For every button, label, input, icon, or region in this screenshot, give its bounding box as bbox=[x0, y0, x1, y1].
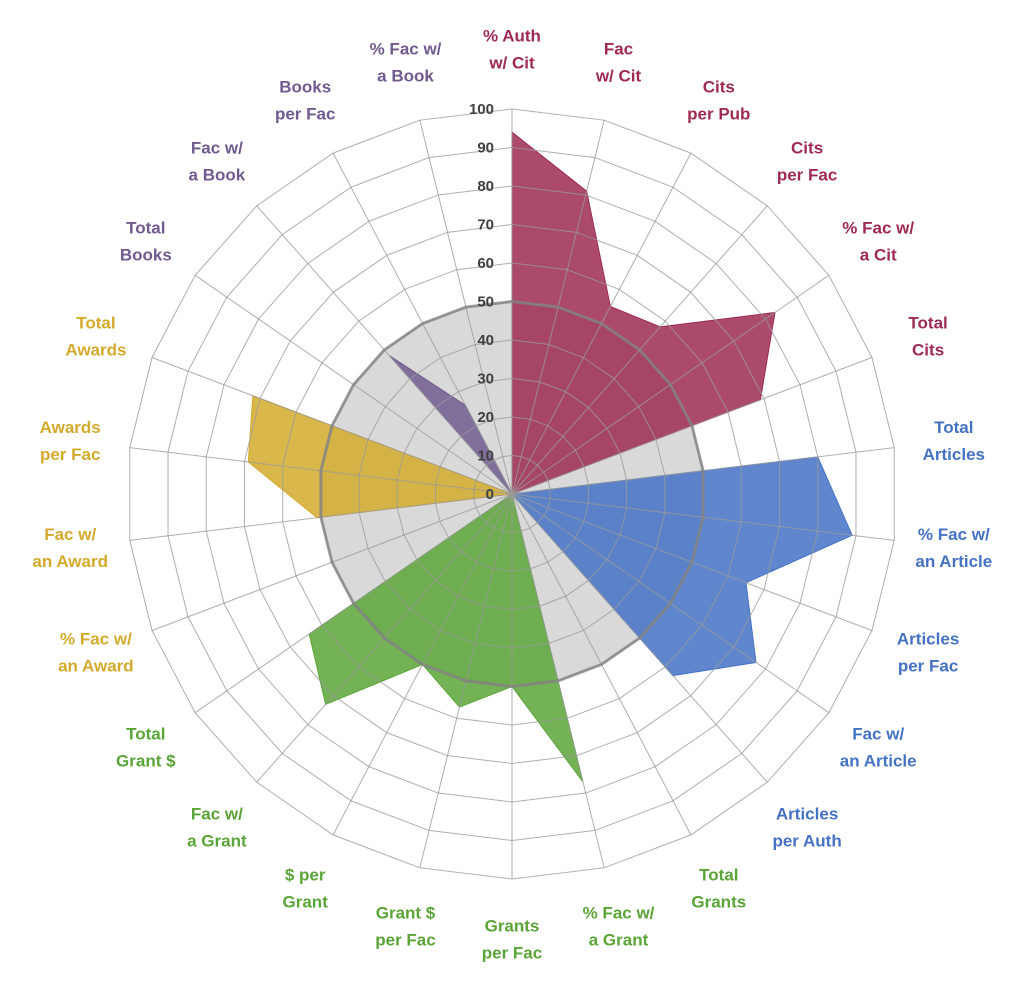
tick-layer: 0 10 20 30 40 50 60 70 80 90 100 bbox=[469, 101, 494, 503]
category-label-line: $ per bbox=[285, 866, 326, 885]
category-label-line: Total bbox=[908, 314, 947, 333]
category-label: Fac w/a Book bbox=[189, 138, 246, 184]
category-label: Total Grant $ bbox=[116, 724, 176, 770]
tick-label: 90 bbox=[477, 140, 494, 157]
category-label: Fac w/a Grant bbox=[187, 805, 247, 851]
category-label-line: a Book bbox=[377, 66, 434, 85]
category-label: Fac w/an Award bbox=[32, 525, 108, 571]
category-label-line: % Fac w/ bbox=[842, 219, 914, 238]
category-label: Articles per Auth bbox=[772, 805, 841, 851]
category-label: Grants per Fac bbox=[482, 917, 542, 963]
category-label: Awards per Fac bbox=[40, 418, 101, 464]
tick-label: 40 bbox=[477, 332, 494, 349]
category-label-line: Total bbox=[934, 418, 973, 437]
category-label-line: per Fac bbox=[40, 445, 100, 464]
category-label: Fac w/an Article bbox=[840, 724, 917, 770]
category-label-line: per Fac bbox=[482, 944, 542, 963]
category-label-line: Cits bbox=[912, 341, 944, 360]
category-label-line: an Award bbox=[58, 656, 134, 675]
category-label-line: an Award bbox=[32, 552, 108, 571]
category-label: Grant $ per Fac bbox=[375, 904, 436, 950]
category-label-line: % Auth bbox=[483, 27, 541, 46]
category-label-line: Articles bbox=[897, 629, 959, 648]
category-label-line: a Grant bbox=[187, 832, 247, 851]
category-label: % Fac w/an Award bbox=[58, 629, 134, 675]
category-label-line: % Fac w/ bbox=[370, 39, 442, 58]
tick-label: 60 bbox=[477, 255, 494, 272]
category-label-line: Total bbox=[126, 724, 165, 743]
category-label-line: Cits bbox=[703, 78, 735, 97]
category-label: Total Cits bbox=[908, 314, 947, 360]
category-label-line: Grants bbox=[485, 917, 540, 936]
category-label-line: an Article bbox=[840, 751, 917, 770]
category-label-line: Grant $ bbox=[116, 751, 176, 770]
category-label-line: a Grant bbox=[589, 931, 649, 950]
category-label-line: w/ Cit bbox=[595, 66, 642, 85]
category-label-line: per Fac bbox=[777, 165, 837, 184]
tick-label: 0 bbox=[486, 486, 494, 503]
category-label-line: Fac w/ bbox=[191, 138, 243, 157]
category-label-line: Articles bbox=[923, 445, 985, 464]
category-label-line: Awards bbox=[40, 418, 101, 437]
category-label-line: % Fac w/ bbox=[918, 525, 990, 544]
category-label-line: a Book bbox=[189, 165, 246, 184]
category-label-line: Grants bbox=[691, 893, 746, 912]
category-label: Total Awards bbox=[65, 314, 126, 360]
category-label-line: % Fac w/ bbox=[583, 904, 655, 923]
tick-label: 20 bbox=[477, 409, 494, 426]
category-label: % Auth w/ Cit bbox=[483, 27, 541, 73]
category-label-line: an Article bbox=[915, 552, 992, 571]
grid-layer bbox=[129, 108, 895, 880]
tick-label: 50 bbox=[477, 294, 494, 311]
series-area-3 bbox=[308, 493, 584, 783]
category-label: Total Articles bbox=[923, 418, 985, 464]
category-label-line: per Fac bbox=[898, 656, 958, 675]
category-label: % Fac w/a Cit bbox=[842, 219, 914, 265]
category-label-line: per Auth bbox=[772, 832, 841, 851]
category-label-line: per Pub bbox=[687, 105, 750, 124]
tick-label: 100 bbox=[469, 101, 494, 118]
category-label-line: Fac w/ bbox=[852, 724, 904, 743]
category-label-line: per Fac bbox=[275, 105, 335, 124]
category-label-line: Cits bbox=[791, 138, 823, 157]
tick-label: 10 bbox=[477, 448, 494, 465]
series-area-1 bbox=[511, 131, 776, 495]
category-label-line: Total bbox=[76, 314, 115, 333]
category-label: Articles per Fac bbox=[897, 629, 959, 675]
category-label-line: Fac w/ bbox=[44, 525, 96, 544]
tick-label: 30 bbox=[477, 371, 494, 388]
category-label: $ per Grant bbox=[283, 866, 329, 912]
category-label: Cits per Fac bbox=[777, 138, 837, 184]
category-label: % Fac w/a Grant bbox=[583, 904, 655, 950]
category-label-line: w/ Cit bbox=[488, 54, 535, 73]
category-label-layer: % Auth w/ Cit Fac w/ Cit Cits per Pub Cits per … bbox=[32, 27, 992, 963]
category-label-line: Fac w/ bbox=[191, 805, 243, 824]
tick-label: 80 bbox=[477, 178, 494, 195]
reference-ring bbox=[319, 299, 705, 689]
category-label-line: Articles bbox=[776, 805, 838, 824]
category-label: Cits per Pub bbox=[687, 78, 750, 124]
category-label-line: Grant bbox=[283, 893, 329, 912]
tick-label: 70 bbox=[477, 217, 494, 234]
category-label-line: Total bbox=[126, 219, 165, 238]
category-label: Fac w/ Cit bbox=[595, 39, 642, 85]
category-label: Total Books bbox=[120, 219, 172, 265]
category-label-line: Books bbox=[120, 246, 172, 265]
category-label-line: a Cit bbox=[860, 246, 897, 265]
category-label: Total Grants bbox=[691, 866, 746, 912]
category-label-line: Awards bbox=[65, 341, 126, 360]
category-label-line: Fac bbox=[604, 39, 633, 58]
category-label-line: % Fac w/ bbox=[60, 629, 132, 648]
category-label: % Fac w/an Article bbox=[915, 525, 992, 571]
category-label: Books per Fac bbox=[275, 78, 335, 124]
category-label-line: Total bbox=[699, 866, 738, 885]
category-label-line: Grant $ bbox=[376, 904, 436, 923]
category-label-line: Books bbox=[279, 78, 331, 97]
category-label: % Fac w/a Book bbox=[370, 39, 442, 85]
category-label-line: per Fac bbox=[375, 931, 435, 950]
